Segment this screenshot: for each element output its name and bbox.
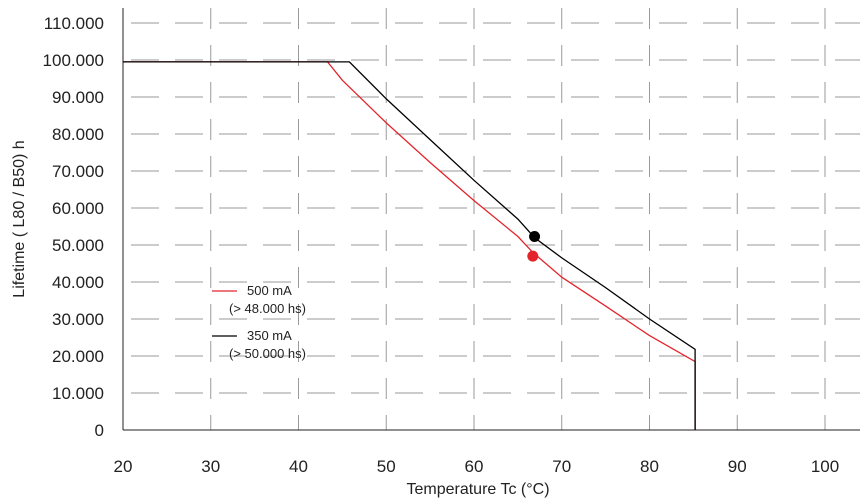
y-tick-label: 110.000	[44, 14, 104, 33]
y-axis-label: Lifetime ( L80 / B50) h	[11, 140, 28, 297]
series-marker-1	[529, 230, 541, 242]
x-tick-label: 90	[728, 457, 747, 476]
series-marker-0	[527, 250, 539, 262]
y-tick-label: 100.000	[43, 51, 104, 70]
markers	[527, 230, 541, 262]
x-tick-labels: 20 30 40 50 60 70 80 90 100	[114, 457, 840, 476]
series-line-1	[123, 61, 696, 430]
y-tick-labels: 0 10.000 20.000 30.000 40.000 50.000 60.000 70.…	[43, 14, 104, 440]
y-tick-label: 50.000	[52, 236, 104, 255]
y-tick-label: 0	[95, 421, 104, 440]
y-tick-label: 80.000	[52, 125, 104, 144]
y-tick-label: 40.000	[52, 273, 104, 292]
legend-label-500ma: 500 mA	[247, 283, 292, 298]
grid	[123, 8, 860, 430]
legend-note-350ma: (> 50.000 hs)	[229, 346, 306, 361]
x-tick-label: 60	[465, 457, 484, 476]
y-tick-label: 90.000	[52, 88, 104, 107]
legend: 500 mA (> 48.000 hs) 350 mA (> 50.000 hs…	[212, 283, 306, 361]
x-tick-label: 80	[640, 457, 659, 476]
y-tick-label: 70.000	[52, 162, 104, 181]
y-tick-label: 60.000	[52, 199, 104, 218]
x-tick-label: 20	[114, 457, 133, 476]
legend-label-350ma: 350 mA	[247, 328, 292, 343]
x-tick-label: 50	[377, 457, 396, 476]
y-tick-label: 10.000	[52, 384, 104, 403]
legend-note-500ma: (> 48.000 hs)	[229, 301, 306, 316]
series-line-0	[123, 61, 696, 430]
x-axis-label: Temperature Tc (°C)	[406, 481, 549, 498]
x-tick-label: 40	[289, 457, 308, 476]
x-tick-label: 70	[552, 457, 571, 476]
y-tick-label: 30.000	[52, 310, 104, 329]
axes	[122, 8, 860, 431]
x-tick-label: 100	[811, 457, 839, 476]
series	[123, 61, 696, 430]
x-tick-label: 30	[201, 457, 220, 476]
y-tick-label: 20.000	[52, 347, 104, 366]
